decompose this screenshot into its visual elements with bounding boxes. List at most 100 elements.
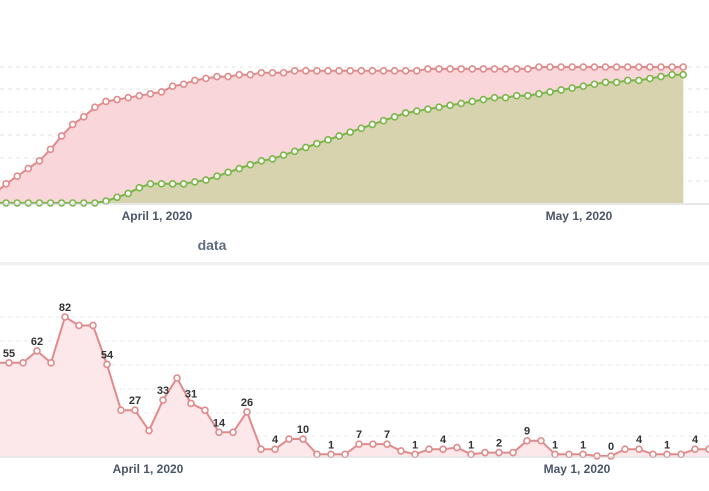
data-label: 1 <box>468 439 474 451</box>
data-point <box>453 443 461 452</box>
data-label: 14 <box>213 417 226 429</box>
data-point <box>634 63 643 71</box>
data-point <box>535 90 543 98</box>
data-point <box>57 132 66 140</box>
data-point <box>523 91 532 100</box>
data-point <box>201 406 209 415</box>
data-point <box>657 72 665 81</box>
data-point <box>191 76 199 85</box>
data-label: 27 <box>129 395 141 407</box>
data-point <box>124 189 132 198</box>
data-point <box>590 63 599 71</box>
data-point <box>691 445 699 454</box>
data-point <box>102 197 110 205</box>
data-point <box>213 72 221 81</box>
x-tick-label: April 1, 2020 <box>122 209 193 223</box>
data-point <box>13 172 22 180</box>
data-point <box>213 172 221 180</box>
data-point <box>173 374 181 382</box>
data-point <box>490 65 499 73</box>
data-point <box>46 199 55 207</box>
data-point <box>479 95 488 104</box>
data-point <box>565 450 573 459</box>
data-point <box>2 199 10 207</box>
data-label: 4 <box>440 434 447 446</box>
data-point <box>146 90 155 98</box>
data-point <box>537 436 545 445</box>
data-point <box>89 321 97 330</box>
data-point <box>468 65 477 73</box>
data-point <box>379 67 388 75</box>
data-point <box>383 440 391 448</box>
data-point <box>301 67 310 75</box>
data-point <box>677 450 685 459</box>
data-point <box>80 199 88 207</box>
data-point <box>369 440 377 448</box>
data-point <box>335 132 343 140</box>
data-point <box>557 63 565 71</box>
data-label: 82 <box>59 302 71 314</box>
data-point <box>411 450 419 459</box>
data-point <box>668 70 676 79</box>
data-point <box>243 408 251 416</box>
data-point <box>299 435 307 443</box>
data-point <box>168 82 177 90</box>
data-label: 26 <box>241 397 253 409</box>
data-point <box>131 406 139 415</box>
data-label: 10 <box>297 424 309 436</box>
data-point <box>435 65 443 73</box>
data-point <box>5 358 13 367</box>
data-point <box>135 91 144 100</box>
data-point <box>401 67 410 75</box>
data-point <box>68 199 77 207</box>
data-point <box>257 68 266 77</box>
data-point <box>705 445 709 454</box>
data-point <box>113 95 121 104</box>
data-point <box>279 68 288 77</box>
data-point <box>579 63 588 71</box>
data-point <box>646 63 654 71</box>
data-point <box>235 70 243 79</box>
data-point <box>224 72 232 81</box>
data-point <box>19 358 27 367</box>
data-point <box>124 93 132 102</box>
data-point <box>91 199 99 207</box>
data-point <box>551 450 559 459</box>
data-point <box>268 68 277 77</box>
data-label: 55 <box>3 348 15 360</box>
data-point <box>425 445 433 454</box>
data-point <box>246 160 255 169</box>
data-point <box>145 426 153 435</box>
data-point <box>257 157 266 165</box>
data-point <box>390 113 399 121</box>
data-point <box>646 74 654 83</box>
data-point <box>523 65 532 73</box>
data-point <box>590 80 599 89</box>
data-label: 1 <box>664 439 670 451</box>
data-point <box>35 157 44 165</box>
x-tick-label: April 1, 2020 <box>113 462 184 476</box>
data-point <box>601 78 610 87</box>
data-point <box>579 450 587 459</box>
data-point <box>657 63 665 71</box>
data-point <box>215 428 223 437</box>
data-point <box>412 107 421 115</box>
data-label: 1 <box>580 439 586 451</box>
data-point <box>439 445 447 454</box>
data-point <box>191 178 199 186</box>
data-point <box>635 445 643 454</box>
data-point <box>301 143 310 152</box>
data-point <box>324 135 332 144</box>
data-point <box>68 120 77 129</box>
data-point <box>568 63 577 71</box>
data-point <box>679 70 688 79</box>
data-label: 1 <box>328 439 334 451</box>
data-point <box>368 120 377 129</box>
data-label: 4 <box>692 434 699 446</box>
data-point <box>446 101 454 110</box>
data-point <box>202 74 210 83</box>
data-point <box>509 448 517 457</box>
data-point <box>663 450 671 459</box>
data-point <box>468 97 477 106</box>
data-point <box>424 105 432 113</box>
